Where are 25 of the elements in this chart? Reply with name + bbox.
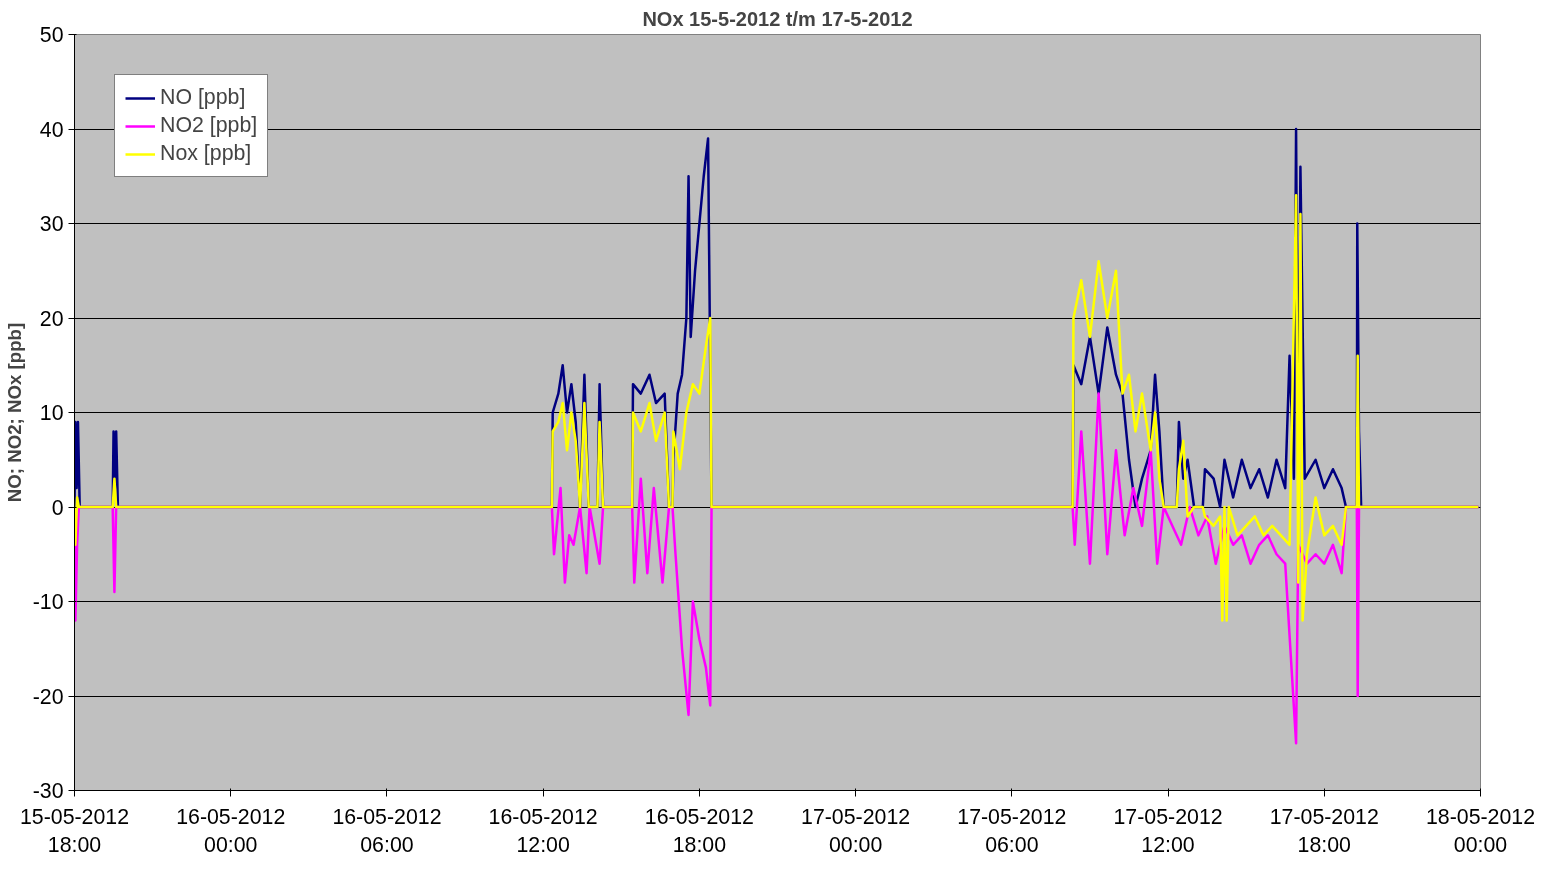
legend-label: NO2 [ppb]	[160, 113, 258, 138]
y-tick-label: 10	[39, 401, 64, 425]
y-tick-label: 0	[51, 495, 64, 520]
x-tick-label: 17-05-2012 06:00	[957, 804, 1067, 858]
x-tick-label: 18-05-2012 00:00	[1425, 804, 1536, 858]
x-tick-label: 15-05-2012 18:00	[19, 804, 130, 858]
y-tick-label: 30	[39, 212, 64, 236]
legend-label: NO [ppb]	[160, 85, 246, 110]
x-tick-label: 17-05-2012 00:00	[801, 804, 911, 858]
x-tick-label: 16-05-2012 18:00	[644, 804, 754, 858]
y-tick-label: -20	[32, 684, 64, 709]
y-tick-label: 40	[39, 117, 64, 142]
x-tick-label: 16-05-2012 12:00	[488, 804, 598, 858]
y-axis-title: NO; NO2; NOx [ppb]	[3, 322, 25, 503]
legend-label: Nox [ppb]	[160, 141, 252, 166]
x-tick-label: 17-05-2012 12:00	[1113, 804, 1223, 858]
x-tick-label: 16-05-2012 00:00	[176, 804, 286, 858]
line-series	[74, 193, 1480, 622]
y-tick-label: -10	[32, 590, 64, 614]
x-tick-label: 17-05-2012 18:00	[1269, 804, 1379, 858]
chart-title: NOx 15-5-2012 t/m 17-5-2012	[642, 7, 913, 30]
y-tick-label: 50	[39, 23, 64, 47]
y-tick-label: -30	[32, 779, 64, 803]
y-tick-label: 20	[39, 306, 64, 331]
x-tick-label: 16-05-2012 06:00	[332, 804, 442, 858]
